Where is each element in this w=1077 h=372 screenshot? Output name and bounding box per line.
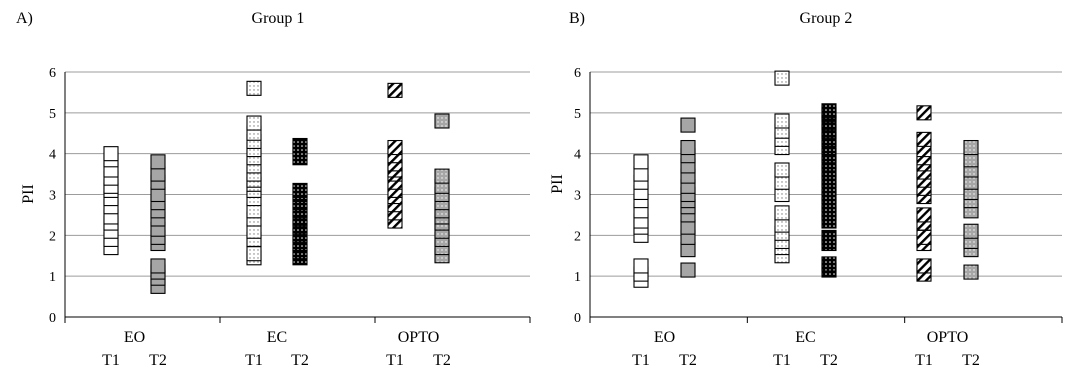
chart-title-a: Group 1 [252, 10, 305, 27]
y-axis-label-a: PII [20, 184, 37, 204]
data-point [387, 82, 403, 98]
y-tick-label: 4 [574, 148, 581, 163]
x-group-label: OPTO [927, 329, 969, 346]
data-point [434, 113, 450, 129]
data-marks-b [633, 70, 979, 288]
y-tick-label: 1 [49, 270, 56, 285]
series-ec-t1 [774, 70, 790, 264]
data-point [292, 137, 308, 154]
data-point [916, 131, 932, 147]
data-point [150, 258, 166, 274]
data-point [387, 139, 403, 156]
panel-label-b: B) [569, 10, 585, 27]
x-group-label: OPTO [398, 329, 440, 346]
y-tick-label: 4 [49, 148, 56, 163]
x-group-label: EC [267, 329, 287, 346]
y-tick-label: 6 [574, 66, 581, 81]
y-tick-label: 2 [49, 229, 56, 244]
series-ec-t2 [821, 103, 837, 278]
data-point [434, 168, 450, 184]
x-group-label: EO [654, 329, 675, 346]
y-tick-label: 0 [49, 311, 56, 326]
data-point [246, 115, 262, 131]
y-tick-label: 2 [574, 229, 581, 244]
data-point [963, 223, 979, 239]
series-eo-t1 [103, 146, 119, 256]
y-tick-label: 5 [574, 107, 581, 122]
x-time-label: T2 [962, 352, 980, 369]
x-group-label: EO [124, 329, 145, 346]
data-point [633, 258, 649, 274]
data-point [963, 139, 979, 156]
data-point [680, 117, 696, 133]
data-point [774, 70, 790, 86]
series-ec-t1 [246, 80, 262, 266]
x-time-label: T1 [773, 352, 791, 369]
data-point [103, 146, 119, 162]
data-point [680, 262, 696, 278]
y-ticks-a: 0 1 2 3 4 5 6 [49, 66, 56, 326]
panel-label-a: A) [16, 10, 33, 27]
series-eo-t1 [633, 154, 649, 288]
x-time-label: T1 [632, 352, 650, 369]
x-group-label: EC [795, 329, 815, 346]
data-point [246, 246, 262, 262]
x-time-label: T2 [433, 352, 451, 369]
y-tick-label: 5 [49, 107, 56, 122]
y-tick-label: 3 [574, 189, 581, 204]
x-time-label: T2 [820, 352, 838, 369]
y-ticks-b: 0 1 2 3 4 5 6 [574, 66, 581, 326]
data-point [821, 256, 837, 272]
series-eo-t2 [150, 154, 166, 294]
data-point [916, 207, 932, 223]
data-point [821, 229, 837, 245]
data-point [916, 229, 932, 245]
series-opto-t2 [434, 113, 450, 264]
data-point [774, 113, 790, 129]
data-point [680, 139, 696, 156]
data-point [821, 103, 837, 119]
data-marks-a [103, 80, 450, 294]
y-tick-label: 3 [49, 189, 56, 204]
x-time-label: T1 [102, 352, 120, 369]
series-ec-t2 [292, 137, 308, 266]
data-point [963, 264, 979, 280]
data-point [246, 80, 262, 96]
series-opto-t1 [387, 82, 403, 229]
series-eo-t2 [680, 117, 696, 278]
data-point [292, 182, 308, 198]
x-time-label: T1 [915, 352, 933, 369]
series-opto-t1 [916, 105, 932, 282]
x-time-label: T1 [245, 352, 263, 369]
x-time-label: T2 [679, 352, 697, 369]
x-time-label: T2 [291, 352, 309, 369]
chart-title-b: Group 2 [800, 10, 853, 27]
y-axis-label-b: PII [549, 174, 566, 194]
data-point [633, 154, 649, 170]
data-point [916, 258, 932, 274]
data-point [774, 205, 790, 221]
y-tick-label: 6 [49, 66, 56, 81]
x-time-label: T2 [149, 352, 167, 369]
data-point [916, 105, 932, 121]
x-time-label: T1 [386, 352, 404, 369]
data-point [774, 162, 790, 178]
data-point [150, 154, 166, 170]
y-tick-label: 1 [574, 270, 581, 285]
series-opto-t2 [963, 139, 979, 280]
y-tick-label: 0 [574, 311, 581, 326]
